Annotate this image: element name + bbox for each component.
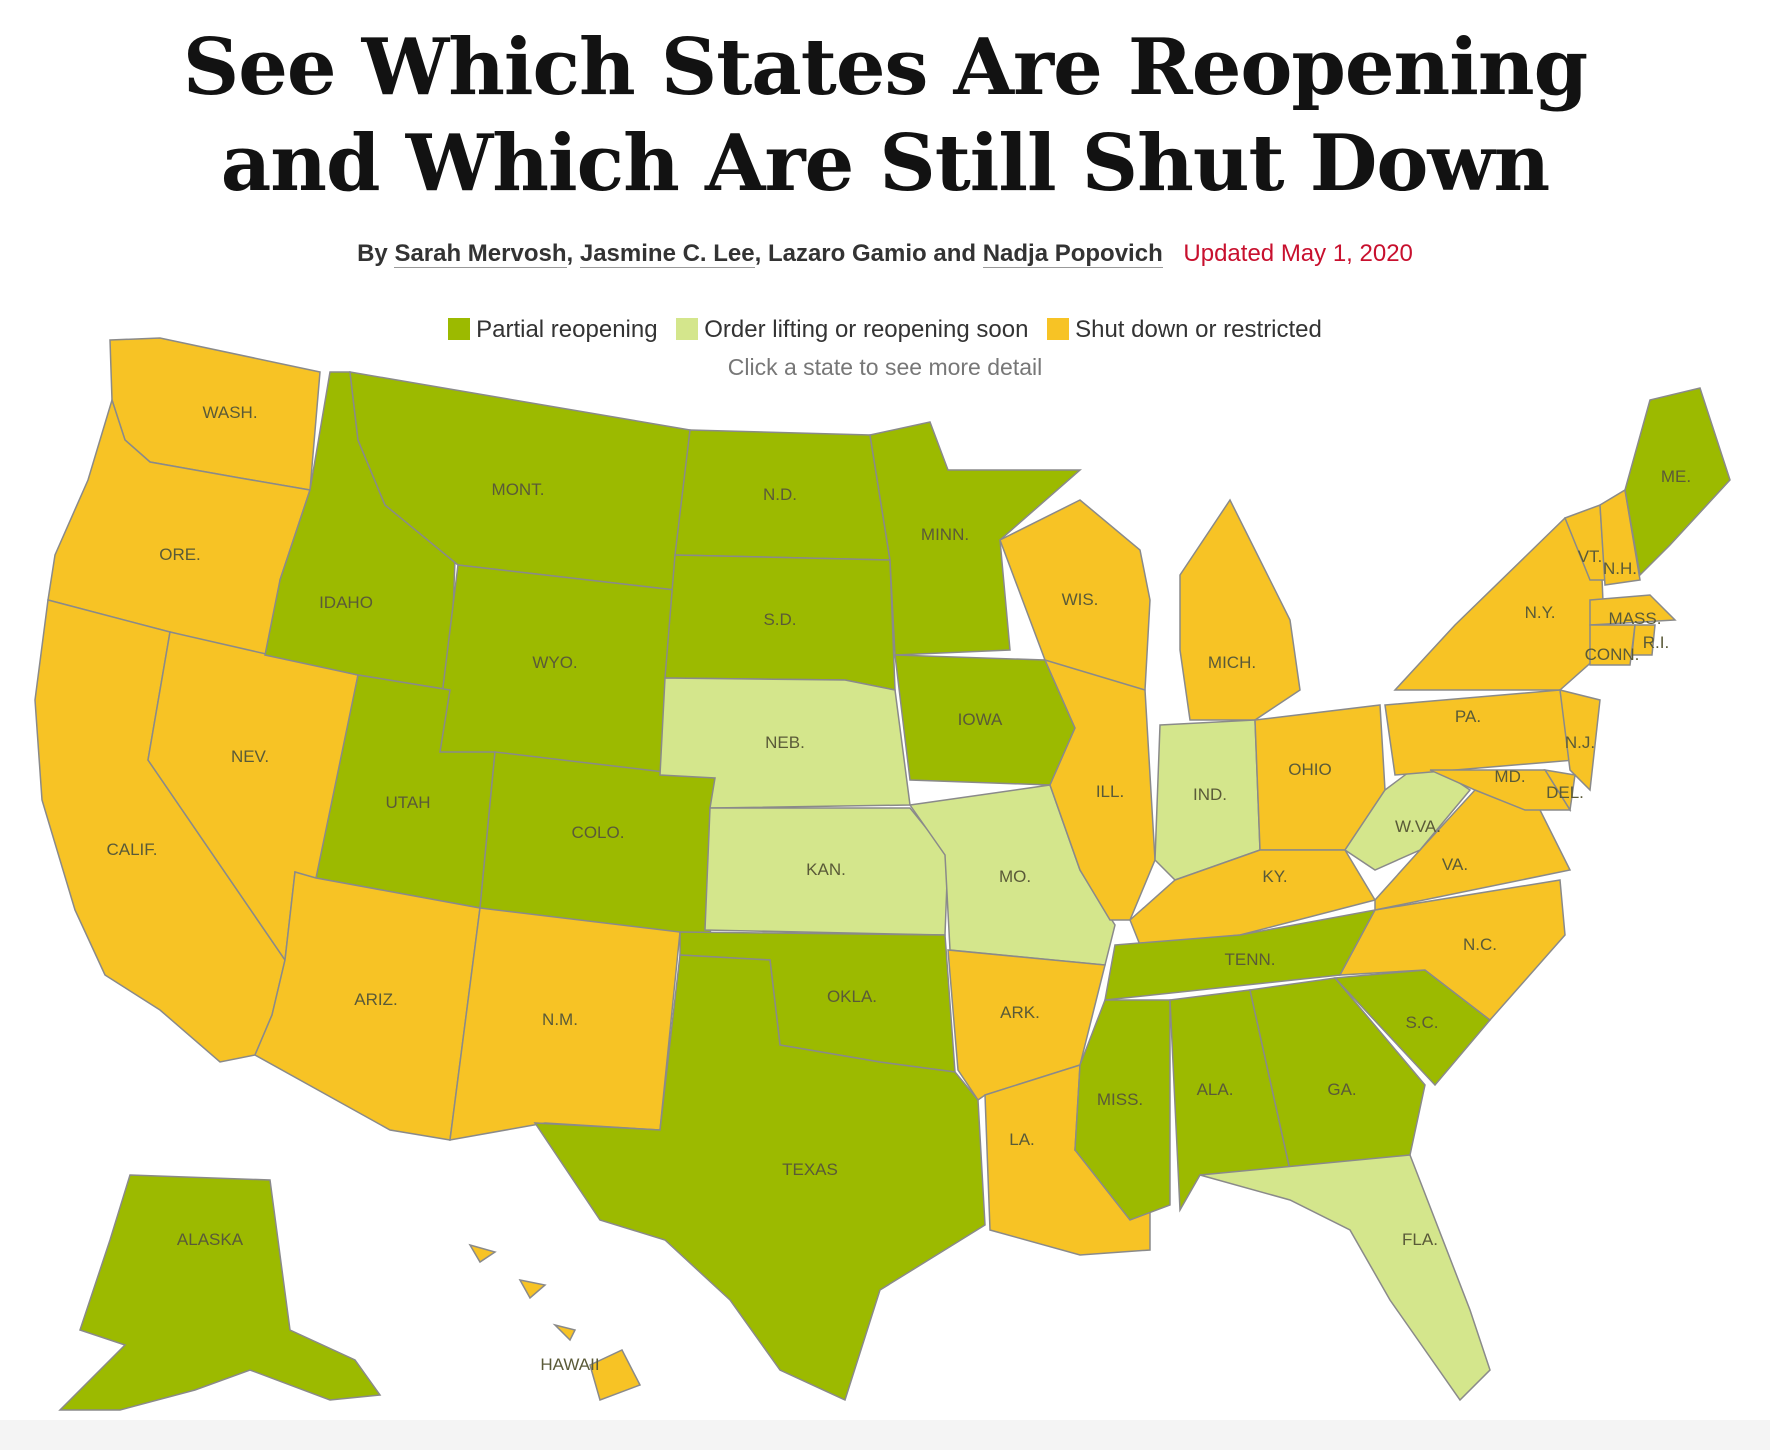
- state-hi[interactable]: [468, 1243, 642, 1401]
- state-label-ri: R.I.: [1643, 633, 1669, 652]
- state-label-sd: S.D.: [763, 610, 796, 629]
- state-ne[interactable]: [659, 677, 911, 809]
- state-pa[interactable]: [1384, 689, 1576, 776]
- author-link-jasmine-lee[interactable]: Jasmine C. Lee: [579, 240, 755, 268]
- states-layer: [34, 337, 1731, 1411]
- state-label-ia: IOWA: [958, 710, 1003, 729]
- state-label-wy: WYO.: [532, 653, 577, 672]
- state-label-nm: N.M.: [542, 1010, 578, 1029]
- state-label-or: ORE.: [159, 545, 201, 564]
- author-link-sarah-mervosh[interactable]: Sarah Mervosh: [394, 240, 567, 268]
- legend-item-shut: Shut down or restricted: [1047, 316, 1322, 344]
- state-label-la: LA.: [1009, 1130, 1035, 1149]
- state-ri[interactable]: [1631, 624, 1656, 656]
- state-label-wv: W.VA.: [1395, 817, 1441, 836]
- state-label-oh: OHIO: [1288, 760, 1331, 779]
- legend-item-soon: Order lifting or reopening soon: [676, 316, 1028, 344]
- state-label-nd: N.D.: [763, 485, 797, 504]
- state-label-md: MD.: [1494, 767, 1525, 786]
- state-tx[interactable]: [533, 954, 986, 1402]
- legend-item-partial: Partial reopening: [448, 316, 658, 344]
- state-ma[interactable]: [1589, 594, 1677, 626]
- state-label-id: IDAHO: [319, 593, 373, 612]
- state-ct[interactable]: [1589, 624, 1636, 666]
- state-label-ny: N.Y.: [1525, 603, 1556, 622]
- state-mi[interactable]: [1179, 498, 1301, 721]
- headline-line-1: See Which States Are Reopening: [182, 22, 1588, 113]
- state-label-ut: UTAH: [385, 793, 430, 812]
- state-label-sc: S.C.: [1405, 1013, 1438, 1032]
- state-label-ca: CALIF.: [106, 840, 157, 859]
- author-lazaro-gamio: Lazaro Gamio: [767, 240, 927, 267]
- updated-timestamp: Updated May 1, 2020: [1183, 240, 1413, 267]
- state-label-mn: MINN.: [921, 525, 969, 544]
- legend-swatch-shut: [1047, 318, 1070, 340]
- state-label-co: COLO.: [572, 823, 625, 842]
- state-label-ks: KAN.: [806, 860, 846, 879]
- state-label-wa: WASH.: [202, 403, 257, 422]
- state-nh[interactable]: [1599, 488, 1641, 586]
- byline-and: and: [933, 240, 977, 267]
- state-label-wi: WIS.: [1062, 590, 1099, 609]
- legend-label-soon: Order lifting or reopening soon: [704, 316, 1029, 343]
- state-ak[interactable]: [58, 1174, 382, 1411]
- state-il[interactable]: [1043, 658, 1156, 921]
- state-label-tn: TENN.: [1225, 950, 1276, 969]
- bottom-edge: [0, 1420, 1770, 1450]
- state-ga[interactable]: [1249, 977, 1426, 1171]
- legend-label-partial: Partial reopening: [476, 316, 658, 343]
- state-nj[interactable]: [1559, 689, 1601, 792]
- state-label-ga: GA.: [1327, 1080, 1356, 1099]
- state-label-de: DEL.: [1546, 783, 1584, 802]
- labels-layer: WASH. ORE. CALIF. NEV. IDAHO MONT. WYO. UTAH ARI…: [106, 403, 1691, 1374]
- state-label-in: IND.: [1193, 785, 1227, 804]
- state-label-mi: MICH.: [1208, 653, 1256, 672]
- byline-prefix: By: [357, 240, 388, 267]
- state-fl[interactable]: [1199, 1154, 1491, 1402]
- state-label-nv: NEV.: [231, 747, 269, 766]
- legend-swatch-soon: [676, 318, 699, 340]
- state-label-az: ARIZ.: [354, 990, 397, 1009]
- byline: By Sarah Mervosh, Jasmine C. Lee, Lazaro…: [0, 240, 1770, 268]
- state-label-ma: MASS.: [1609, 609, 1662, 628]
- state-label-ky: KY.: [1262, 867, 1287, 886]
- click-hint: Click a state to see more detail: [727, 354, 1043, 380]
- state-label-fl: FLA.: [1402, 1230, 1438, 1249]
- state-label-vt: VT.: [1578, 547, 1603, 566]
- legend: Partial reopening Order lifting or reope…: [0, 316, 1770, 344]
- state-label-nc: N.C.: [1463, 935, 1497, 954]
- state-label-nh: N.H.: [1603, 559, 1637, 578]
- state-label-tx: TEXAS: [782, 1160, 838, 1179]
- state-me[interactable]: [1624, 387, 1731, 577]
- state-label-mt: MONT.: [492, 480, 545, 499]
- state-label-hi: HAWAII: [540, 1355, 599, 1374]
- byline-separator: ,: [754, 240, 762, 267]
- state-label-al: ALA.: [1197, 1080, 1234, 1099]
- state-label-nj: N.J.: [1565, 733, 1595, 752]
- state-label-ak: ALASKA: [177, 1230, 244, 1249]
- state-ny[interactable]: [1393, 517, 1606, 691]
- headline-line-2: and Which Are Still Shut Down: [220, 118, 1551, 209]
- state-label-mo: MO.: [999, 867, 1031, 886]
- state-label-pa: PA.: [1455, 707, 1481, 726]
- byline-separator: ,: [566, 240, 574, 267]
- state-label-ar: ARK.: [1000, 1003, 1040, 1022]
- state-md[interactable]: [1429, 769, 1572, 811]
- legend-label-shut: Shut down or restricted: [1075, 316, 1322, 343]
- state-label-il: ILL.: [1096, 782, 1124, 801]
- state-label-ok: OKLA.: [827, 987, 877, 1006]
- state-label-me: ME.: [1661, 467, 1691, 486]
- author-link-nadja-popovich[interactable]: Nadja Popovich: [982, 240, 1163, 268]
- state-label-ne: NEB.: [765, 733, 805, 752]
- legend-swatch-partial: [448, 318, 471, 340]
- state-label-ct: CONN.: [1585, 645, 1640, 664]
- state-label-ms: MISS.: [1097, 1090, 1143, 1109]
- state-label-va: VA.: [1442, 855, 1468, 874]
